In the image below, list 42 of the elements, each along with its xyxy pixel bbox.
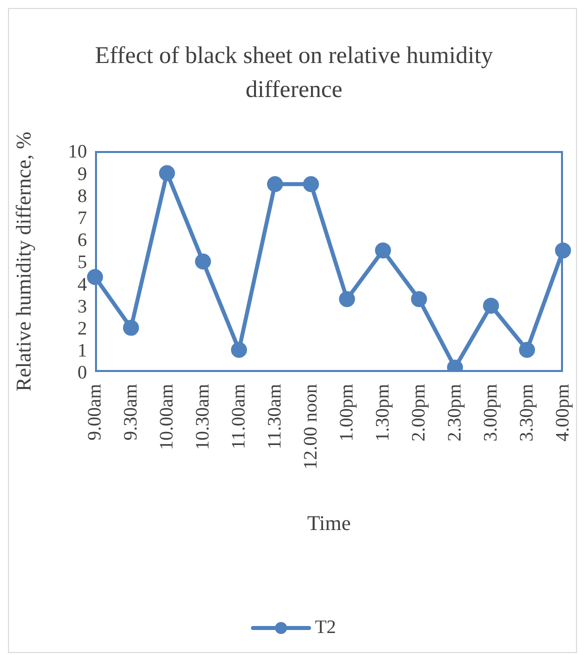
x-tick-label: 10.00am bbox=[156, 384, 178, 450]
point bbox=[159, 165, 175, 182]
point bbox=[375, 242, 391, 258]
y-tick-label: 3 bbox=[78, 296, 87, 318]
x-tick-label: 10.30am bbox=[192, 384, 214, 450]
point bbox=[519, 342, 535, 358]
x-tick-label: 1.30pm bbox=[372, 384, 394, 442]
point bbox=[195, 254, 211, 270]
point bbox=[411, 291, 427, 308]
y-tick-label: 2 bbox=[78, 318, 87, 340]
x-tick-label: 11.30am bbox=[264, 384, 286, 450]
x-axis-title: Time bbox=[307, 511, 351, 535]
point bbox=[87, 268, 103, 285]
y-tick-label: 8 bbox=[78, 186, 87, 207]
legend-label: T2 bbox=[314, 617, 336, 639]
x-tick-label: 2.30pm bbox=[444, 384, 466, 442]
point bbox=[339, 291, 355, 308]
y-tick-label: 9 bbox=[78, 164, 87, 185]
x-tick-label: 4.00pm bbox=[552, 384, 574, 442]
y-tick-label: 7 bbox=[78, 208, 87, 230]
y-tick-label: 5 bbox=[78, 252, 87, 274]
y-tick-label: 1 bbox=[78, 340, 87, 362]
point bbox=[123, 320, 139, 336]
x-tick-label: 1.00pm bbox=[336, 384, 358, 442]
y-axis-title: Relative humidity differnce, % bbox=[11, 132, 36, 392]
point bbox=[303, 176, 319, 192]
point bbox=[555, 242, 571, 258]
y-tick-label: 10 bbox=[68, 142, 87, 163]
point bbox=[231, 342, 247, 358]
x-tick-label: 9.30am bbox=[120, 384, 142, 440]
x-tick-label: 11.00am bbox=[228, 384, 250, 450]
x-tick-label: 9.00am bbox=[84, 384, 106, 440]
y-tick-label: 6 bbox=[78, 230, 87, 252]
point bbox=[483, 298, 499, 314]
x-tick-label: 2.00pm bbox=[408, 384, 430, 442]
point bbox=[267, 176, 283, 192]
x-tick-label: 12.00 noon bbox=[300, 384, 322, 470]
chart-title: Effect of black sheet on relative humidity difference bbox=[94, 42, 494, 105]
y-tick-label: 4 bbox=[78, 274, 88, 296]
y-tick-label: 0 bbox=[78, 362, 87, 384]
x-tick-label: 3.00pm bbox=[480, 384, 502, 442]
x-tick-label: 3.30pm bbox=[516, 384, 538, 442]
